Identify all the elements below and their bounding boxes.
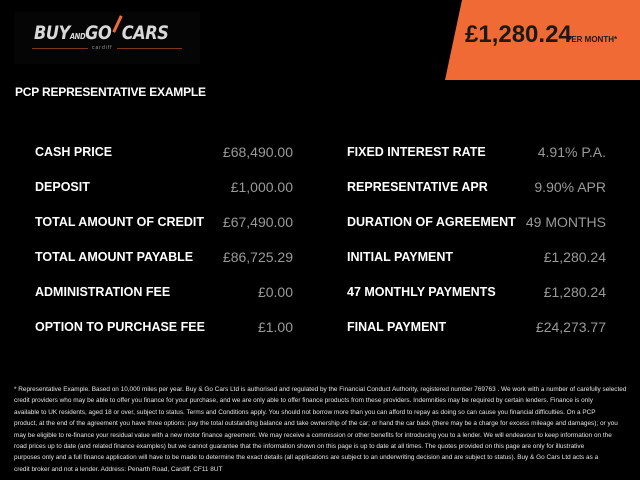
finance-value: 49 MONTHS [525, 214, 606, 230]
finance-row: OPTION TO PURCHASE FEE £1.00 [35, 317, 293, 337]
price-banner [445, 0, 640, 80]
page-title: PCP REPRESENTATIVE EXAMPLE [15, 85, 206, 99]
disclaimer-line: credit broker and not a lender. Address:… [14, 465, 223, 473]
finance-value: £1,280.24 [543, 284, 606, 300]
finance-value: £0.00 [257, 284, 293, 300]
finance-label: OPTION TO PURCHASE FEE [35, 320, 205, 334]
finance-value: £1,000.00 [230, 179, 293, 195]
finance-row: INITIAL PAYMENT £1,280.24 [347, 247, 606, 267]
finance-row: CASH PRICE £68,490.00 [35, 142, 293, 162]
finance-value: £1,280.24 [543, 249, 606, 265]
finance-row: FINAL PAYMENT £24,273.77 [347, 317, 606, 337]
finance-label: FIXED INTEREST RATE [347, 145, 486, 159]
finance-value: 4.91% P.A. [537, 144, 606, 160]
finance-label: REPRESENTATIVE APR [347, 180, 488, 194]
finance-value: 9.90% APR [534, 179, 606, 195]
finance-value: £24,273.77 [535, 319, 606, 335]
disclaimer-line: may be eligible to re-finance your resid… [14, 431, 612, 439]
finance-row: TOTAL AMOUNT OF CREDIT £67,490.00 [35, 212, 293, 232]
disclaimer-line: * Representative Example. Based on 10,00… [14, 386, 627, 393]
logo-subtitle: cardiff [88, 45, 117, 51]
finance-label: DEPOSIT [35, 180, 90, 194]
finance-label: INITIAL PAYMENT [347, 250, 454, 264]
logo-text: BUYANDGO CARS [34, 22, 169, 44]
finance-value: £68,490.00 [222, 144, 293, 160]
finance-label: FINAL PAYMENT [347, 320, 447, 334]
disclaimer-line: credit providers who may be able to offe… [14, 397, 593, 405]
finance-row: REPRESENTATIVE APR 9.90% APR [347, 177, 606, 197]
finance-row: 47 MONTHLY PAYMENTS £1,280.24 [347, 282, 606, 302]
logo[interactable]: BUYANDGO CARS cardiff [14, 12, 200, 64]
monthly-price: £1,280.24 [465, 21, 572, 48]
disclaimer-line: road prices up to date (and related fina… [14, 443, 585, 451]
finance-row: TOTAL AMOUNT PAYABLE £86,725.29 [35, 247, 293, 267]
finance-value: £67,490.00 [222, 214, 293, 230]
finance-label: DURATION OF AGREEMENT [347, 215, 516, 229]
per-month-label: PER MONTH* [566, 35, 618, 44]
finance-label: TOTAL AMOUNT PAYABLE [35, 250, 194, 264]
disclaimer-line: product, at the end of the agreement you… [14, 420, 618, 428]
finance-label: CASH PRICE [35, 145, 113, 159]
finance-value: £1.00 [257, 319, 293, 335]
disclaimer-line: available to UK residents, aged 18 or ov… [14, 408, 596, 416]
finance-label: 47 MONTHLY PAYMENTS [347, 285, 496, 299]
finance-row: FIXED INTEREST RATE 4.91% P.A. [347, 142, 606, 162]
disclaimer-line: purposes only and a full finance applica… [14, 454, 599, 462]
finance-value: £86,725.29 [222, 249, 293, 265]
finance-label: TOTAL AMOUNT OF CREDIT [35, 215, 204, 229]
finance-row: ADMINISTRATION FEE £0.00 [35, 282, 293, 302]
finance-label: ADMINISTRATION FEE [35, 285, 171, 299]
finance-row: DURATION OF AGREEMENT 49 MONTHS [347, 212, 606, 232]
disclaimer: * Representative Example. Based on 10,00… [14, 384, 640, 475]
finance-row: DEPOSIT £1,000.00 [35, 177, 293, 197]
